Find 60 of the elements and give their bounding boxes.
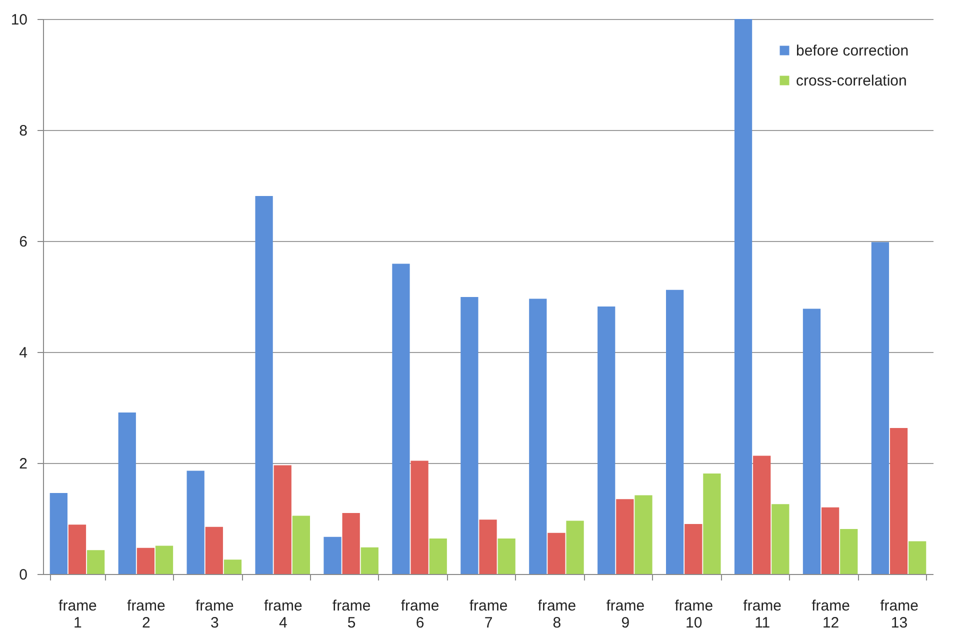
bar xyxy=(255,196,273,574)
bar xyxy=(498,538,516,574)
y-tick-label: 4 xyxy=(19,344,28,362)
x-tick-label: frame 9 xyxy=(606,598,645,632)
bar xyxy=(118,412,136,574)
bar xyxy=(566,520,584,574)
bar xyxy=(429,538,447,574)
bar xyxy=(224,560,242,574)
bar xyxy=(529,298,547,574)
bar xyxy=(136,548,155,574)
x-tick-label: frame 13 xyxy=(880,598,918,632)
x-tick-label: frame 1 xyxy=(58,598,97,632)
bar xyxy=(360,547,378,574)
bar xyxy=(342,512,360,574)
bar xyxy=(186,470,204,574)
bar xyxy=(890,428,908,574)
y-tick-label: 2 xyxy=(19,456,28,472)
bar xyxy=(205,526,223,574)
bar xyxy=(292,516,310,574)
bar xyxy=(616,499,634,574)
x-tick-label: frame 4 xyxy=(264,598,302,632)
x-tick-label: frame 3 xyxy=(195,598,234,632)
x-tick-label: frame 6 xyxy=(400,598,440,632)
legend-label: cross-correlation xyxy=(796,72,907,90)
bar xyxy=(324,536,342,574)
y-tick-label: 0 xyxy=(19,566,28,584)
bar xyxy=(460,297,478,574)
bar xyxy=(871,242,890,574)
bar xyxy=(392,264,410,574)
bar xyxy=(86,550,105,574)
bar xyxy=(734,19,752,574)
x-tick-label: frame 11 xyxy=(743,598,782,632)
x-tick-label: frame 10 xyxy=(674,598,714,632)
bar xyxy=(479,520,497,574)
bar xyxy=(802,308,821,574)
bar xyxy=(753,456,771,574)
bar xyxy=(548,532,566,574)
bar xyxy=(908,541,926,574)
bar xyxy=(666,290,684,574)
bar xyxy=(634,495,652,574)
bar xyxy=(840,529,858,574)
bar xyxy=(68,524,86,574)
x-tick-label: frame 7 xyxy=(469,598,508,632)
x-tick-label: frame 2 xyxy=(127,598,166,632)
x-tick-label: frame 5 xyxy=(332,598,371,632)
bar xyxy=(410,460,428,574)
bar xyxy=(684,524,702,574)
bar xyxy=(772,504,790,574)
bar xyxy=(50,492,68,574)
bar xyxy=(155,546,174,574)
y-tick-label: 8 xyxy=(19,122,28,140)
y-tick-label: 6 xyxy=(19,234,28,250)
x-tick-label: frame 12 xyxy=(812,598,850,632)
legend-label: before correction xyxy=(796,42,909,60)
bar xyxy=(598,306,616,574)
y-tick-label: 10 xyxy=(10,12,28,28)
x-tick-label: frame 8 xyxy=(538,598,576,632)
bar xyxy=(821,507,840,574)
bar xyxy=(703,474,721,574)
bar xyxy=(274,465,292,574)
